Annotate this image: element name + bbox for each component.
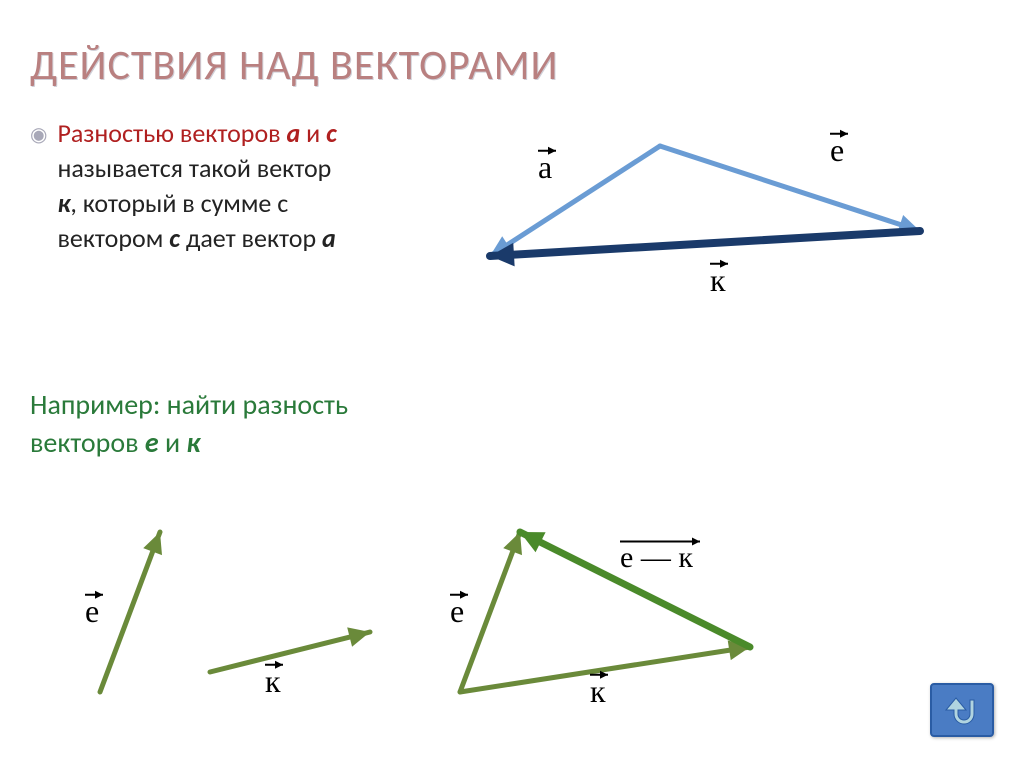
vec-a: а [287,117,301,149]
definition-block: ◉ Разностью векторов а и с называется та… [30,116,430,256]
definition-lead: Разностью векторов [57,117,286,149]
svg-text:к: к [590,673,606,709]
svg-text:к: к [710,262,726,298]
diagram-2-container: е к е к е — к [30,472,994,722]
diagram-1-container: а е к [430,116,994,316]
svg-text:е: е [85,593,99,629]
bullet-icon: ◉ [30,122,47,149]
svg-text:а: а [538,149,552,185]
vec-k: к [57,187,70,219]
vector-diagram-1: а е к [430,116,950,316]
vec-c: с [326,117,337,149]
vector-diagram-2: е к е к е — к [30,472,930,722]
svg-text:е: е [450,593,464,629]
svg-text:к: к [265,663,281,699]
svg-text:е — к: е — к [620,541,693,574]
content-row: ◉ Разностью векторов а и с называется та… [30,116,994,316]
example-block: Например: найти разность векторов е и к [30,386,994,462]
slide-title: ДЕЙСТВИЯ НАД ВЕКТОРАМИ [30,40,994,91]
return-button[interactable] [930,683,994,737]
return-icon [940,692,984,728]
svg-text:е: е [830,132,844,168]
